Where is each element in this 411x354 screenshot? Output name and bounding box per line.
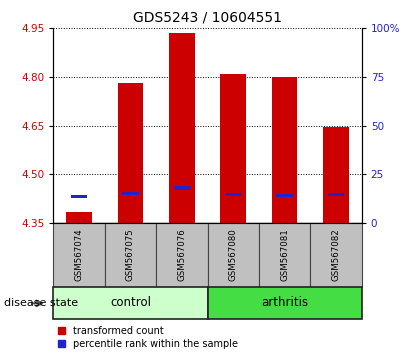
Bar xyxy=(53,287,208,319)
Text: control: control xyxy=(110,296,151,309)
Bar xyxy=(323,127,349,223)
Text: GSM567075: GSM567075 xyxy=(126,228,135,281)
Bar xyxy=(174,186,190,190)
Text: arthritis: arthritis xyxy=(261,296,308,309)
Bar xyxy=(208,223,259,287)
Bar xyxy=(118,84,143,223)
Bar xyxy=(156,223,208,287)
Bar xyxy=(310,223,362,287)
Bar xyxy=(105,223,156,287)
Text: disease state: disease state xyxy=(4,298,78,308)
Bar xyxy=(259,223,310,287)
Bar xyxy=(122,192,139,195)
Bar xyxy=(225,193,241,196)
Bar xyxy=(208,287,362,319)
Title: GDS5243 / 10604551: GDS5243 / 10604551 xyxy=(133,10,282,24)
Text: GSM567076: GSM567076 xyxy=(178,228,186,281)
Legend: transformed count, percentile rank within the sample: transformed count, percentile rank withi… xyxy=(58,326,238,349)
Bar xyxy=(169,33,195,223)
Bar xyxy=(220,74,246,223)
Text: GSM567080: GSM567080 xyxy=(229,228,238,281)
Text: GSM567074: GSM567074 xyxy=(75,228,83,281)
Bar xyxy=(53,223,105,287)
Text: GSM567081: GSM567081 xyxy=(280,228,289,281)
Bar xyxy=(276,194,293,197)
Bar xyxy=(66,212,92,223)
Bar xyxy=(71,195,87,198)
Bar xyxy=(272,77,298,223)
Text: GSM567082: GSM567082 xyxy=(332,228,340,281)
Bar xyxy=(328,193,344,196)
